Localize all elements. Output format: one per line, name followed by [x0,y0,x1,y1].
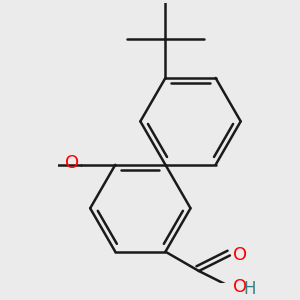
Text: O: O [233,247,247,265]
Text: O: O [65,154,80,172]
Text: H: H [243,280,256,298]
Text: O: O [233,278,247,296]
